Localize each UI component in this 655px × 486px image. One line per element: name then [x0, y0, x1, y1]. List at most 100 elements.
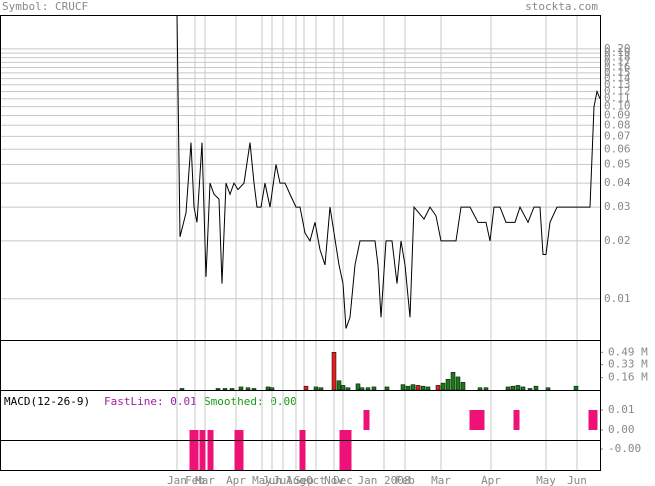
volume-bar — [520, 386, 526, 391]
volume-bar — [420, 385, 426, 391]
volume-bar — [505, 386, 511, 391]
macd-bar — [591, 410, 595, 430]
x-tick-label: Dec — [333, 474, 353, 486]
volume-bar — [415, 385, 421, 391]
macd-bar — [481, 410, 485, 430]
macd-bar — [513, 410, 517, 430]
volume-bar — [345, 387, 351, 391]
x-tick-label: Feb — [185, 474, 205, 486]
y-tick-label: 0.12 — [604, 84, 631, 97]
x-tick-label: Jan — [167, 474, 187, 486]
smoothed: Smoothed: 0.00 — [204, 395, 297, 408]
volume-bar — [336, 380, 342, 391]
volume-bar — [313, 386, 319, 391]
x-tick-label: Aug — [286, 474, 306, 486]
volume-bar — [215, 388, 221, 391]
x-tick-label: Mar — [431, 474, 451, 486]
volume-bar — [455, 376, 461, 391]
macd-bar — [210, 430, 214, 470]
macd-bar — [299, 430, 303, 470]
volume-bar — [545, 387, 551, 391]
volume-bar — [331, 352, 337, 391]
x-tick-label: Sep — [294, 474, 314, 486]
macd-bar — [475, 410, 479, 430]
volume-bar — [371, 386, 377, 391]
macd-bar — [192, 430, 196, 470]
macd-bar — [240, 430, 244, 470]
macd-bar — [237, 430, 241, 470]
volume-bar — [477, 387, 483, 391]
volume-bar — [460, 382, 466, 391]
x-tick-label: May — [252, 474, 272, 486]
y-tick-label: 0.16 M — [608, 371, 648, 384]
price-line — [176, 14, 601, 329]
site: stockta.com — [525, 0, 598, 13]
x-tick-label: Feb — [395, 474, 415, 486]
y-tick-label: 0.01 — [608, 403, 635, 416]
macd-bar — [339, 430, 343, 470]
panel-frame — [0, 340, 601, 391]
y-tick-label: 0.17 — [604, 55, 631, 68]
y-tick-label: 0.33 M — [608, 358, 648, 371]
y-tick-label: 0.08 — [604, 118, 631, 131]
x-tick-label: Apr — [481, 474, 501, 486]
volume-bar — [510, 385, 516, 391]
x-tick-label: May — [536, 474, 556, 486]
y-tick-label: 0.19 — [604, 46, 631, 59]
y-tick-label: 0.05 — [604, 157, 631, 170]
macd-bar — [363, 410, 367, 430]
macd-bar — [199, 430, 203, 470]
y-tick-label: 0.15 — [604, 66, 631, 79]
macd-bar — [366, 410, 370, 430]
macd-bar — [594, 410, 598, 430]
y-tick-label: 0.02 — [604, 234, 631, 247]
macd-bar — [195, 430, 199, 470]
volume-bar — [245, 387, 251, 391]
macd-bar — [345, 430, 349, 470]
macd-bar — [202, 430, 206, 470]
x-tick-label: Jun — [567, 474, 587, 486]
volume-bar — [303, 385, 309, 391]
volume-bar — [251, 388, 257, 391]
panel-frame — [0, 440, 601, 471]
volume-bar — [340, 385, 346, 391]
y-tick-label: 0.13 — [604, 78, 631, 91]
y-tick-label: 0.00 — [608, 423, 635, 436]
volume-bar — [359, 387, 365, 391]
y-tick-label: 0.04 — [604, 176, 631, 189]
volume-bar — [527, 388, 533, 391]
volume-bar — [445, 378, 451, 391]
volume-bar — [179, 388, 185, 391]
y-tick-label: 0.11 — [604, 92, 631, 105]
y-tick-label: 0.03 — [604, 200, 631, 213]
volume-bar — [269, 387, 275, 391]
volume-bar — [450, 372, 456, 391]
x-tick-label: Nov — [324, 474, 344, 486]
x-tick-label: Jan 2008 — [358, 474, 411, 486]
panel-frame — [0, 15, 601, 341]
macd-bar — [516, 410, 520, 430]
volume-bar — [435, 385, 441, 391]
macd-bar — [302, 430, 306, 470]
volume-bar — [533, 385, 539, 391]
macd-bar — [348, 430, 352, 470]
macd-bar — [478, 410, 482, 430]
x-tick-label: Oct — [306, 474, 326, 486]
macd-bar — [588, 410, 592, 430]
symbol: Symbol: CRUCF — [2, 0, 88, 13]
volume-bar — [229, 388, 235, 391]
volume-bar — [400, 384, 406, 391]
y-tick-label: 0.16 — [604, 60, 631, 73]
y-tick-label: 0.10 — [604, 100, 631, 113]
y-tick-label: 0.06 — [604, 142, 631, 155]
volume-bar — [573, 385, 579, 391]
volume-bar — [318, 387, 324, 391]
macd-bar — [234, 430, 238, 470]
volume-bar — [515, 385, 521, 391]
macd-bar — [207, 430, 211, 470]
volume-bar — [222, 388, 228, 391]
y-tick-label: -0.00 — [608, 442, 641, 455]
macd-bar — [472, 410, 476, 430]
volume-bar — [405, 385, 411, 391]
